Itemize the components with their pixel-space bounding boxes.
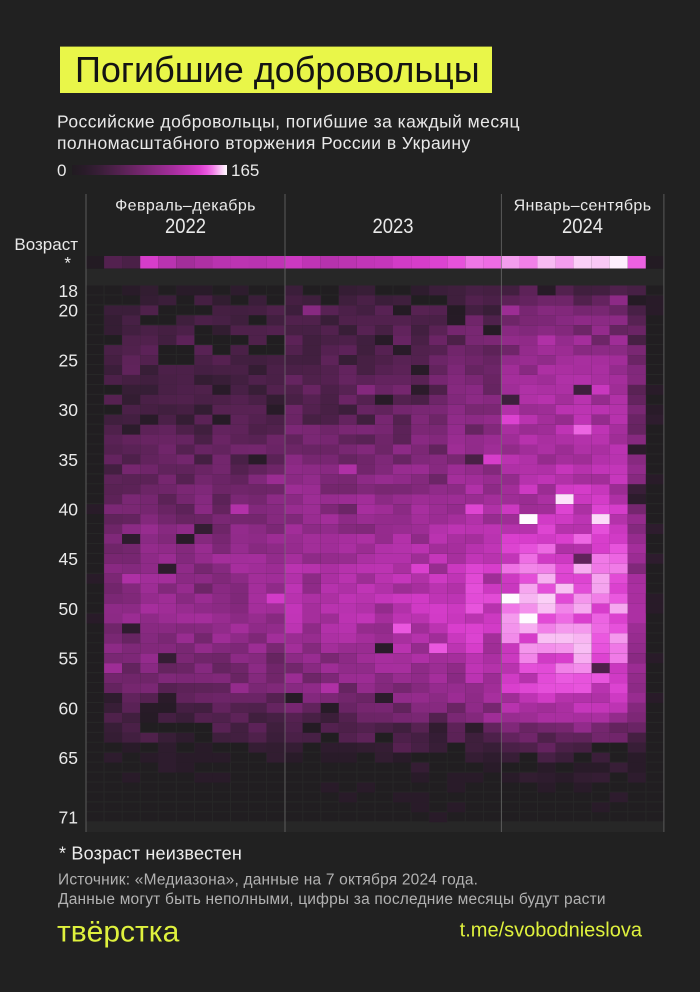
svg-text:0: 0: [57, 161, 66, 180]
svg-text:18: 18: [59, 281, 78, 301]
svg-text:25: 25: [59, 350, 78, 370]
svg-text:твёрстка: твёрстка: [57, 916, 180, 949]
svg-text:55: 55: [59, 649, 78, 669]
svg-text:Погибшие добровольцы: Погибшие добровольцы: [75, 49, 480, 90]
svg-text:Возраст: Возраст: [14, 235, 78, 254]
svg-text:Российские добровольцы, погибш: Российские добровольцы, погибшие за кажд…: [57, 112, 520, 132]
svg-text:20: 20: [59, 301, 79, 321]
svg-text:2023: 2023: [373, 215, 414, 238]
svg-text:71: 71: [59, 808, 78, 828]
svg-text:полномасштабного вторжения Рос: полномасштабного вторжения России в Укра…: [57, 133, 471, 153]
svg-text:45: 45: [59, 549, 78, 569]
svg-text:50: 50: [59, 599, 79, 619]
svg-text:40: 40: [59, 500, 79, 520]
svg-text:* Возраст неизвестен: * Возраст неизвестен: [59, 844, 242, 864]
svg-text:Данные могут быть неполными, ц: Данные могут быть неполными, цифры за по…: [58, 891, 606, 908]
svg-text:Февраль–декабрь: Февраль–декабрь: [115, 198, 256, 215]
svg-text:Январь–сентябрь: Январь–сентябрь: [514, 198, 652, 215]
svg-text:Источник: «Медиазона», данные: Источник: «Медиазона», данные на 7 октяб…: [58, 872, 478, 889]
svg-text:2022: 2022: [165, 215, 206, 238]
svg-text:t.me/svobodnieslova: t.me/svobodnieslova: [460, 920, 643, 942]
svg-text:165: 165: [231, 161, 259, 180]
svg-text:35: 35: [59, 450, 78, 470]
svg-text:65: 65: [59, 748, 78, 768]
svg-text:2024: 2024: [562, 215, 603, 238]
svg-text:30: 30: [59, 400, 79, 420]
svg-text:*: *: [64, 254, 71, 273]
svg-text:60: 60: [59, 698, 79, 718]
